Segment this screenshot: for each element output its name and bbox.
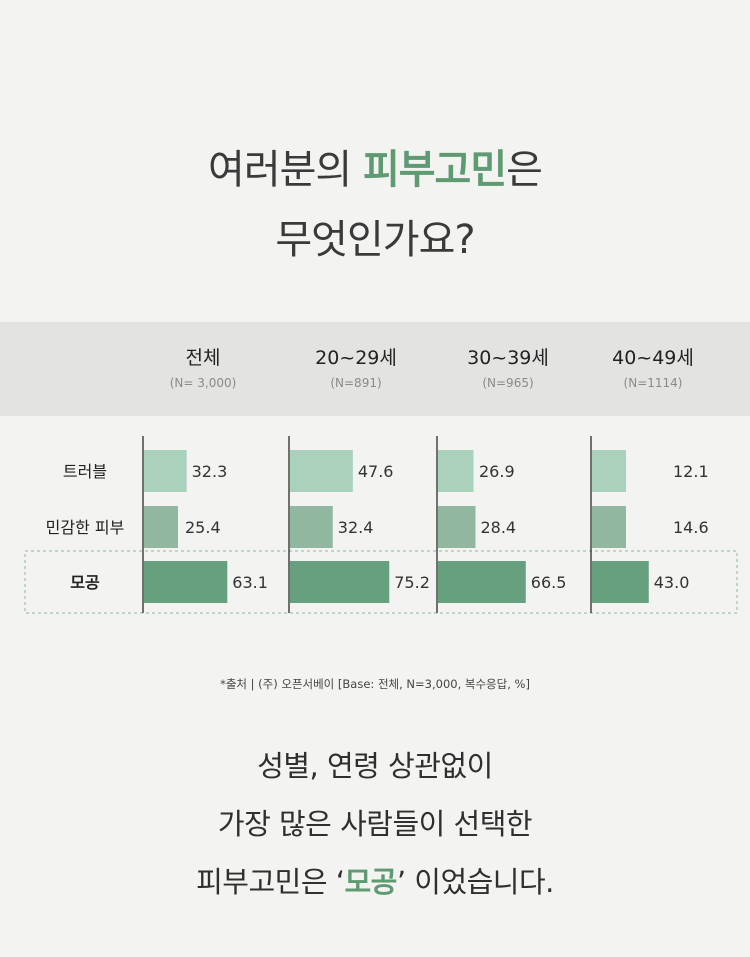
bar — [592, 561, 649, 603]
headline-line1-after: 은 — [506, 147, 543, 193]
bar-value-label: 14.6 — [673, 518, 709, 537]
bar-value-label: 66.5 — [531, 573, 567, 592]
bar-value-label: 47.6 — [358, 462, 394, 481]
bar-value-label: 25.4 — [185, 518, 221, 537]
conclusion-line2: 가장 많은 사람들이 선택한 — [217, 807, 533, 841]
column-sample-size: (N=891) — [330, 376, 382, 390]
conclusion-line3: 피부고민은 ‘모공’ 이었습니다. — [0, 859, 750, 901]
row-label: 모공 — [70, 573, 100, 592]
bar — [592, 506, 626, 548]
headline-accent: 피부고민 — [362, 147, 507, 193]
bar — [438, 450, 474, 492]
column-header-20s: 20~29세 (N=891) — [281, 343, 431, 390]
bar — [144, 506, 178, 548]
bar — [438, 561, 526, 603]
column-header-band — [0, 322, 750, 416]
bar-value-label: 32.4 — [338, 518, 374, 537]
column-header-all: 전체 (N= 3,000) — [128, 343, 278, 390]
headline-line2: 무엇인가요? — [275, 217, 475, 263]
conclusion-line1: 성별, 연령 상관없이 — [257, 749, 493, 783]
bar — [290, 506, 333, 548]
headline-line1-before: 여러분의 — [208, 147, 363, 193]
bar — [144, 561, 228, 603]
bar — [290, 561, 390, 603]
conclusion-line3-after: ’ 이었습니다. — [396, 865, 555, 899]
bar-value-label: 75.2 — [394, 573, 430, 592]
column-sample-size: (N= 3,000) — [169, 376, 237, 390]
column-sample-size: (N=965) — [482, 376, 534, 390]
bar — [290, 450, 353, 492]
bar-value-label: 63.1 — [232, 573, 268, 592]
column-sample-size: (N=1114) — [623, 376, 683, 390]
bar-value-label: 32.3 — [192, 462, 228, 481]
row-label: 트러블 — [63, 462, 107, 481]
conclusion-accent: 모공 — [344, 865, 397, 899]
source-note: *출처 | (주) 오픈서베이 [Base: 전체, N=3,000, 복수응답… — [220, 677, 530, 691]
column-label: 40~49세 — [612, 347, 694, 369]
column-label: 전체 — [185, 347, 221, 369]
bar-value-label: 12.1 — [673, 462, 709, 481]
bar — [144, 450, 187, 492]
headline-line1: 여러분의 피부고민은 — [0, 137, 750, 195]
bar-value-label: 26.9 — [479, 462, 515, 481]
column-label: 20~29세 — [315, 347, 397, 369]
bar — [592, 450, 626, 492]
column-label: 30~39세 — [467, 347, 549, 369]
column-header-30s: 30~39세 (N=965) — [433, 343, 583, 390]
bar-value-label: 43.0 — [654, 573, 690, 592]
bar — [438, 506, 476, 548]
column-header-40s: 40~49세 (N=1114) — [578, 343, 728, 390]
conclusion-line3-before: 피부고민은 ‘ — [196, 865, 345, 899]
row-label: 민감한 피부 — [46, 518, 125, 537]
highlight-box — [24, 550, 738, 614]
bar-value-label: 28.4 — [480, 518, 516, 537]
